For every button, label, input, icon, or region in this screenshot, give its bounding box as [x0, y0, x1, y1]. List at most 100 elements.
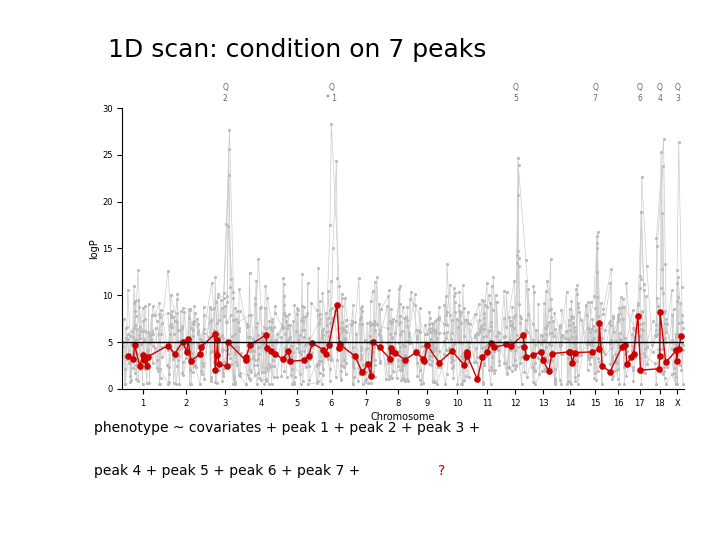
Point: [461, 348, 472, 356]
Point: [634, 349, 646, 358]
Point: [501, 288, 513, 296]
Point: [188, 362, 199, 370]
Point: [444, 344, 455, 353]
Point: [369, 361, 380, 369]
Point: [145, 334, 157, 343]
Point: [135, 327, 146, 335]
Point: [261, 343, 272, 352]
Point: [197, 342, 208, 350]
Point: [164, 321, 176, 330]
Point: [458, 350, 469, 359]
Point: [427, 346, 438, 355]
Point: [189, 361, 201, 369]
Point: [356, 355, 367, 363]
Point: [182, 349, 194, 358]
Point: [582, 340, 593, 348]
Point: [322, 355, 333, 363]
Point: [359, 336, 370, 345]
Point: [460, 355, 472, 364]
Point: [261, 334, 273, 342]
Point: [531, 326, 542, 334]
Point: [232, 360, 243, 369]
Point: [323, 339, 335, 348]
Point: [278, 279, 289, 288]
Point: [285, 342, 297, 350]
Point: [598, 310, 609, 319]
Point: [412, 334, 423, 342]
Point: [130, 297, 141, 306]
Point: [486, 339, 498, 348]
Point: [668, 305, 680, 314]
Point: [213, 360, 225, 368]
Point: [205, 315, 217, 324]
Point: [440, 380, 451, 388]
Point: [396, 327, 408, 335]
Point: [474, 328, 485, 337]
Point: [574, 349, 585, 357]
Point: [507, 338, 518, 346]
Point: [490, 291, 501, 300]
Point: [638, 286, 649, 294]
Point: [337, 318, 348, 326]
Point: [184, 337, 196, 346]
Point: [138, 335, 150, 344]
Point: [592, 367, 603, 375]
Point: [180, 354, 192, 363]
Point: [539, 299, 550, 307]
Point: [536, 356, 548, 364]
Point: [433, 347, 445, 355]
Point: [247, 352, 258, 361]
Point: [660, 315, 672, 323]
Point: [270, 336, 282, 345]
Point: [642, 343, 653, 352]
Point: [266, 380, 277, 388]
Point: [410, 358, 422, 367]
Point: [301, 339, 312, 347]
Point: [130, 361, 142, 369]
Point: [210, 366, 221, 374]
Point: [674, 361, 685, 369]
Point: [535, 339, 546, 348]
Point: [267, 356, 279, 364]
Point: [311, 306, 323, 315]
Point: [127, 326, 138, 335]
Point: [438, 300, 450, 309]
Point: [536, 348, 548, 357]
Point: [142, 346, 153, 354]
Point: [258, 322, 270, 331]
Point: [439, 320, 451, 329]
Point: [120, 333, 131, 342]
Point: [483, 366, 495, 375]
Point: [265, 323, 276, 332]
Point: [627, 324, 639, 333]
Point: [210, 360, 221, 368]
Point: [162, 341, 174, 350]
Point: [545, 340, 557, 349]
X-axis label: Chromosome: Chromosome: [371, 411, 436, 422]
Point: [441, 321, 452, 329]
Point: [300, 363, 312, 372]
Point: [549, 364, 561, 373]
Point: [335, 301, 346, 310]
Point: [384, 329, 396, 338]
Point: [499, 331, 510, 340]
Point: [570, 373, 581, 382]
Point: [587, 335, 598, 344]
Point: [611, 337, 622, 346]
Point: [518, 368, 530, 376]
Point: [211, 333, 222, 342]
Point: [651, 320, 662, 329]
Point: [182, 334, 194, 343]
Point: [585, 328, 596, 336]
Point: [566, 333, 577, 341]
Y-axis label: logP: logP: [89, 238, 99, 259]
Point: [141, 352, 153, 361]
Point: [503, 313, 515, 321]
Point: [631, 324, 642, 333]
Point: [432, 357, 444, 366]
Point: [473, 316, 485, 325]
Point: [314, 360, 325, 368]
Point: [135, 322, 146, 331]
Point: [174, 345, 185, 354]
Point: [248, 347, 260, 356]
